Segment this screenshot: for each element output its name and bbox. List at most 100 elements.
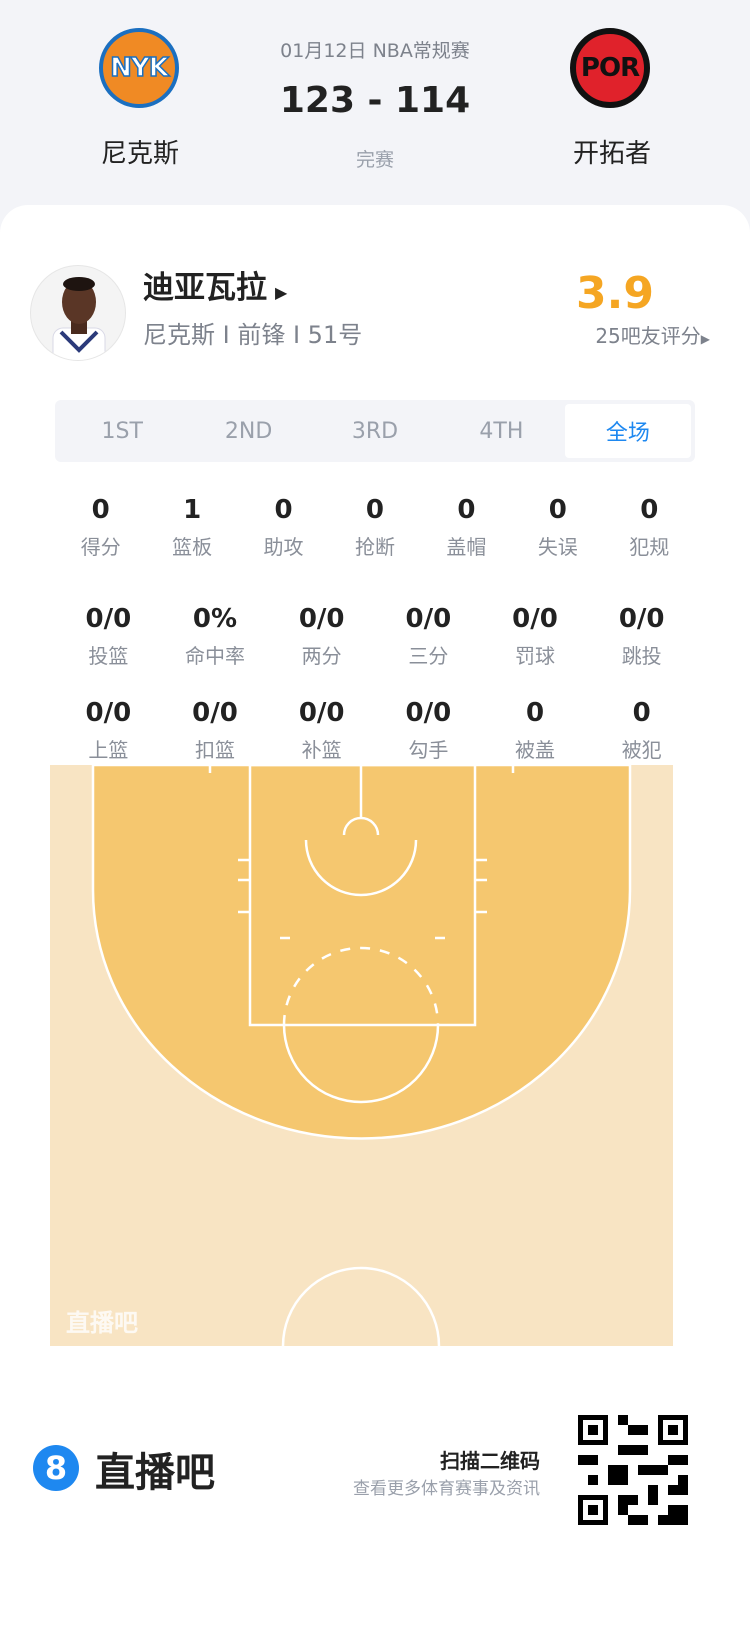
tab-4th[interactable]: 4TH: [479, 418, 524, 444]
stat-label: 抢断: [354, 535, 395, 559]
stat-label: 被盖: [515, 738, 556, 762]
stat-label: 三分: [408, 644, 449, 668]
stat-value: 0: [91, 495, 110, 525]
stat-cell: 0/0 上篮: [55, 698, 162, 763]
away-team-name[interactable]: 开拓者: [572, 139, 651, 169]
stat-cell: 0/0 勾手: [375, 698, 482, 763]
stat-cell: 0/0 三分: [375, 604, 482, 669]
stats-row-shooting: 0/0 投篮 0% 命中率 0/0 两分 0/0 三分 0/0 罚球 0/0 跳投: [55, 604, 695, 669]
free-throw-circle-solid: [282, 1024, 440, 1104]
stat-cell: 0/0 扣篮: [162, 698, 269, 763]
stat-label: 盖帽: [446, 535, 487, 559]
por-logo[interactable]: POR: [570, 28, 650, 108]
match-score: 123 - 114: [279, 80, 471, 121]
stat-cell: 0 得分: [55, 495, 146, 560]
player-name-text: 迪亚瓦拉: [143, 270, 267, 306]
court-watermark: 直播吧: [66, 1309, 138, 1337]
tab-1st[interactable]: 1ST: [101, 418, 143, 444]
player-avatar[interactable]: [30, 265, 126, 361]
stat-value: 0/0: [85, 604, 132, 634]
stat-label: 篮板: [172, 535, 213, 559]
stat-value: 0/0: [618, 604, 665, 634]
lane-ticks: [208, 765, 515, 940]
stat-value: 0: [274, 495, 293, 525]
stat-cell: 0/0 投篮: [55, 604, 162, 669]
rating-count: 25吧友评分: [595, 324, 701, 348]
logo-text: NYK: [109, 52, 169, 84]
nyk-logo[interactable]: NYK: [99, 28, 179, 108]
stat-value: 0: [640, 495, 659, 525]
stat-value: 1: [183, 495, 202, 525]
stat-label: 犯规: [629, 535, 670, 559]
stat-value: 0: [632, 698, 651, 728]
stat-cell: 0 犯规: [604, 495, 695, 560]
basket: [342, 816, 380, 836]
brand-name: 直播吧: [95, 1450, 215, 1496]
match-status: 完赛: [355, 149, 394, 171]
restricted-area: [304, 839, 418, 897]
tab-2nd[interactable]: 2ND: [224, 418, 273, 444]
stat-value: 0/0: [512, 604, 558, 634]
stat-value: 0: [457, 495, 476, 525]
stats-row-shot-types: 0/0 上篮 0/0 扣篮 0/0 补篮 0/0 勾手 0 被盖 0 被犯: [55, 698, 695, 763]
logo-text: POR: [580, 53, 640, 83]
stat-label: 失误: [537, 535, 578, 559]
player-info: 尼克斯 I 前锋 I 51号: [143, 321, 363, 349]
free-throw-circle-dashed: [282, 946, 440, 1026]
player-photo-icon: [52, 277, 106, 360]
scan-qr-label: 扫描二维码: [440, 1449, 540, 1473]
shot-chart-court: 直播吧: [50, 765, 673, 1346]
paint: [248, 765, 477, 1027]
stat-value: 0/0: [192, 698, 238, 728]
stat-label: 助攻: [263, 535, 304, 559]
stat-label: 得分: [80, 535, 121, 559]
stat-label: 投篮: [88, 644, 129, 668]
player-rating: 3.9: [576, 268, 654, 319]
stat-label: 命中率: [185, 644, 245, 668]
match-date-league: 01月12日 NBA常规赛: [280, 40, 470, 62]
stat-cell: 0 助攻: [238, 495, 329, 560]
period-tabs: 1ST 2ND 3RD 4TH 全场: [55, 400, 695, 462]
stat-cell: 0/0 两分: [268, 604, 375, 669]
player-name[interactable]: 迪亚瓦拉 ▶: [143, 262, 287, 307]
stat-value: 0/0: [405, 604, 452, 634]
stat-value: 0: [365, 495, 385, 525]
stat-label: 被犯: [621, 738, 662, 762]
stat-label: 两分: [301, 644, 342, 668]
stat-value: 0: [525, 698, 545, 728]
tab-full-game[interactable]: 全场: [564, 404, 692, 458]
stat-value: 0%: [192, 604, 238, 634]
stat-value: 0/0: [85, 698, 132, 728]
stat-label: 勾手: [408, 738, 449, 762]
stat-cell: 0% 命中率: [162, 604, 269, 669]
center-circle: [281, 1266, 441, 1346]
stat-cell: 0/0 罚球: [482, 604, 589, 669]
stat-value: 0/0: [298, 604, 345, 634]
stat-cell: 0 被盖: [482, 698, 589, 763]
caret-right-icon: ▶: [275, 283, 288, 302]
scan-qr-subtitle: 查看更多体育赛事及资讯: [353, 1479, 540, 1499]
stat-cell: 0 盖帽: [421, 495, 512, 560]
three-point-area: [91, 765, 632, 1140]
stat-cell: 0 抢断: [329, 495, 420, 560]
stat-cell: 0 失误: [512, 495, 603, 560]
stat-value: 0/0: [405, 698, 452, 728]
tab-3rd[interactable]: 3RD: [351, 418, 399, 444]
stat-value: 0/0: [298, 698, 345, 728]
stat-label: 上篮: [88, 738, 129, 762]
stat-label: 跳投: [621, 644, 662, 668]
stat-label: 罚球: [515, 644, 556, 668]
stat-label: 补篮: [301, 738, 342, 762]
stat-cell: 1 篮板: [146, 495, 237, 560]
brand-logo-icon: 8: [33, 1445, 79, 1491]
stat-cell: 0/0 跳投: [588, 604, 695, 669]
stat-value: 0: [548, 495, 567, 525]
stat-cell: 0 被犯: [588, 698, 695, 763]
qr-code-icon[interactable]: [578, 1415, 688, 1525]
rating-link[interactable]: 25吧友评分▶: [540, 320, 710, 349]
home-team-name[interactable]: 尼克斯: [100, 139, 179, 169]
stats-row-basic: 0 得分 1 篮板 0 助攻 0 抢断 0 盖帽 0 失误 0 犯规: [55, 495, 695, 560]
stat-cell: 0/0 补篮: [268, 698, 375, 763]
stat-label: 扣篮: [195, 738, 235, 762]
caret-right-icon: ▶: [700, 332, 710, 346]
